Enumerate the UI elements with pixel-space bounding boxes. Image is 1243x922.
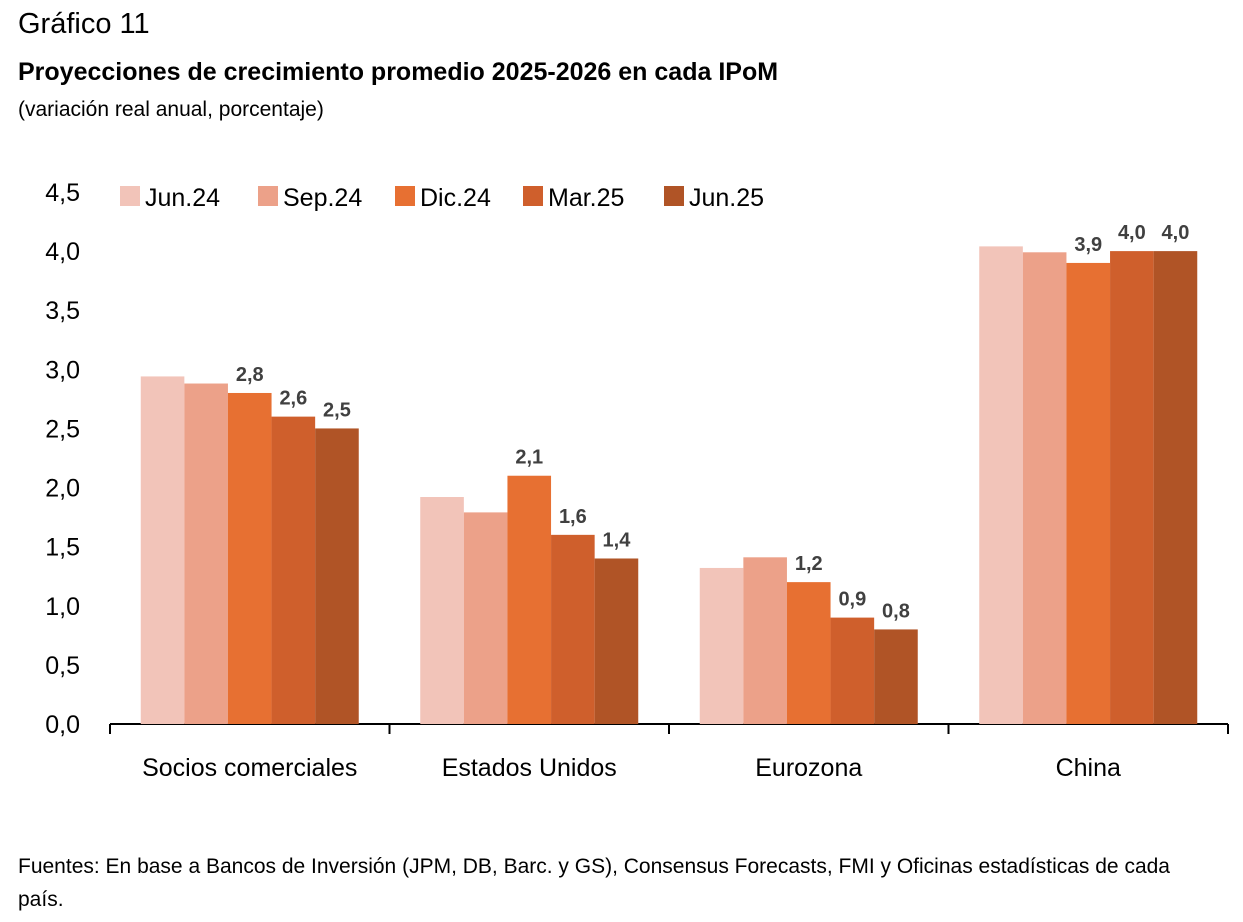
legend-label: Sep.24: [283, 184, 362, 212]
y-tick-label: 3,0: [45, 356, 80, 384]
data-label: 0,9: [838, 589, 866, 611]
chart-title: Proyecciones de crecimiento promedio 202…: [18, 58, 779, 86]
legend-label: Jun.25: [689, 184, 764, 212]
bar: [1022, 252, 1067, 724]
data-label: 1,6: [559, 506, 587, 528]
chart-subtitle: (variación real anual, porcentaje): [18, 98, 324, 121]
y-tick-label: 3,5: [45, 297, 80, 325]
bar: [1153, 251, 1198, 724]
legend-label: Dic.24: [420, 184, 491, 212]
data-label: 1,2: [795, 553, 823, 575]
y-tick-label: 2,0: [45, 475, 80, 503]
x-category-label: Eurozona: [755, 754, 862, 782]
y-tick-label: 0,5: [45, 652, 80, 680]
bar-chart: 0,0 0,5 1,0 1,5 2,0 2,5 3,0 3,5 4,0 4,5 2,8 2,6 2,5 S…: [45, 179, 1229, 782]
bar: [315, 428, 359, 724]
bar: [271, 416, 316, 724]
bar: [830, 617, 875, 724]
bar: [699, 567, 744, 724]
x-category-label: Socios comerciales: [142, 754, 357, 782]
bar: [594, 558, 639, 724]
legend-label: Mar.25: [548, 184, 624, 212]
data-label: 2,6: [279, 388, 307, 410]
bar: [507, 475, 552, 724]
legend-swatch: [258, 186, 278, 206]
bar: [551, 534, 595, 724]
bar: [874, 629, 918, 724]
legend-swatch: [664, 186, 684, 206]
data-label: 2,8: [236, 364, 264, 386]
bar: [140, 376, 185, 724]
bar: [786, 582, 831, 724]
y-tick-label: 1,0: [45, 593, 80, 621]
legend-swatch: [395, 186, 415, 206]
data-label: 2,1: [515, 447, 543, 469]
legend-label: Jun.24: [145, 184, 220, 212]
bar: [227, 392, 272, 724]
bar: [184, 383, 228, 724]
y-tick-label: 1,5: [45, 534, 80, 562]
legend-swatch: [523, 186, 543, 206]
data-label: 0,8: [882, 600, 910, 622]
data-label: 3,9: [1074, 234, 1102, 256]
x-category-label: China: [1056, 754, 1121, 782]
bar: [463, 512, 508, 724]
data-label: 2,5: [323, 399, 351, 421]
source-note: Fuentes: En base a Bancos de Inversión (…: [18, 855, 1170, 911]
y-tick-label: 4,0: [45, 238, 80, 266]
bar: [979, 246, 1023, 725]
data-label: 4,0: [1162, 222, 1190, 244]
y-tick-label: 4,5: [45, 179, 80, 207]
chart-number-label: Gráfico 11: [18, 8, 150, 40]
bar: [743, 557, 787, 724]
bar: [1066, 262, 1111, 724]
bar: [420, 497, 464, 724]
legend-swatch: [120, 186, 140, 206]
data-label: 1,4: [603, 529, 632, 551]
bar: [1110, 251, 1154, 724]
y-tick-label: 2,5: [45, 415, 80, 443]
y-tick-label: 0,0: [45, 711, 80, 739]
data-label: 4,0: [1118, 222, 1146, 244]
x-category-label: Estados Unidos: [442, 754, 617, 782]
